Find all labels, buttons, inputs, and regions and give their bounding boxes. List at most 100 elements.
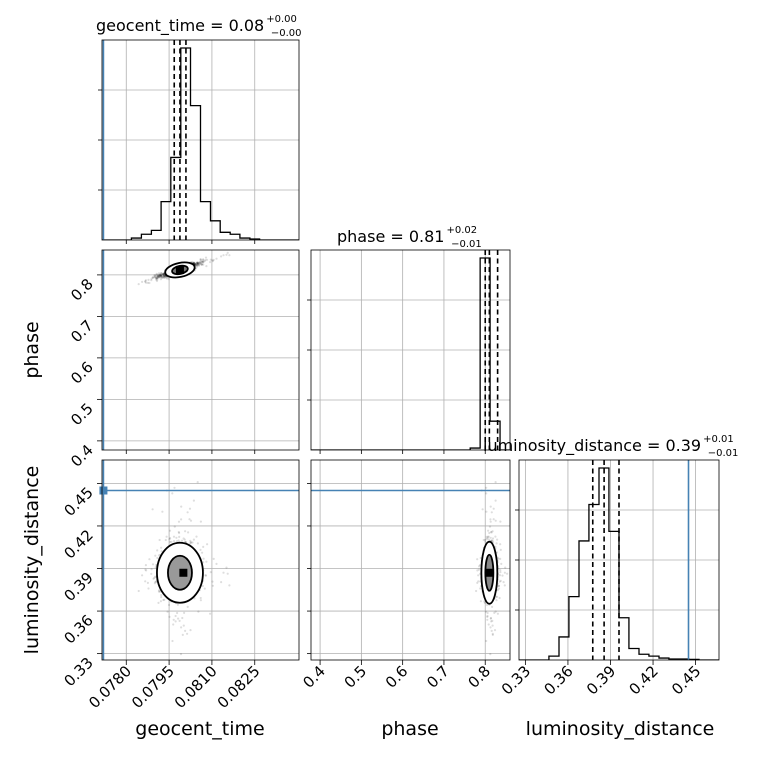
ylabel-phase: phase [21, 321, 43, 378]
sample-point [172, 535, 176, 538]
sample-point [167, 603, 171, 607]
sample-point [494, 545, 497, 549]
sample-point [195, 262, 198, 265]
sample-point [204, 256, 208, 259]
sample-point [159, 278, 162, 281]
sample-point [177, 617, 180, 620]
sample-point [194, 263, 197, 266]
sample-point [147, 587, 150, 590]
sample-point [503, 571, 506, 574]
sample-point [163, 598, 166, 601]
sample-point [148, 558, 151, 561]
sample-point [180, 539, 184, 542]
sample-point [190, 662, 192, 664]
sample-point [160, 277, 163, 280]
sample-point [220, 581, 223, 584]
sample-point [160, 550, 163, 553]
sample-point [209, 571, 212, 574]
sample-point [496, 589, 499, 592]
sample-point [177, 530, 180, 534]
sample-point [499, 579, 502, 583]
sample-point [491, 632, 494, 635]
sample-point [196, 481, 199, 484]
sample-point [498, 574, 502, 577]
sample-point [493, 611, 496, 615]
sample-point [155, 272, 158, 275]
sample-point [205, 560, 208, 563]
sample-point [195, 262, 199, 265]
sample-point [150, 277, 153, 280]
sample-point [477, 574, 480, 577]
sample-point [199, 262, 202, 265]
sample-point [181, 616, 184, 620]
x-tick-label: 0.6 [382, 662, 412, 692]
sample-point [159, 600, 162, 603]
sample-point [145, 569, 148, 572]
sample-point [200, 263, 203, 266]
sample-point [161, 276, 164, 279]
sample-point [150, 572, 153, 576]
sample-point [490, 620, 493, 623]
sample-point [151, 563, 155, 566]
sample-point [489, 536, 492, 539]
sample-point [154, 275, 157, 278]
sample-point [485, 639, 488, 643]
sample-point [499, 557, 502, 561]
sample-point [160, 275, 163, 278]
sample-point [226, 251, 229, 254]
sample-point [175, 540, 178, 543]
sample-point [488, 531, 491, 535]
sample-point [476, 558, 479, 561]
sample-point [494, 535, 497, 538]
sample-point [194, 263, 197, 266]
sample-point [157, 276, 161, 279]
sample-point [492, 507, 495, 510]
sample-point [163, 275, 166, 278]
sample-point [199, 599, 202, 602]
sample-point [202, 258, 205, 261]
x-tick-label: 0.7 [423, 662, 453, 692]
sample-point [494, 499, 497, 502]
sample-point [487, 529, 490, 532]
sample-point [225, 253, 228, 256]
sample-point [156, 549, 159, 552]
sample-point [491, 530, 494, 533]
sample-point [155, 279, 159, 283]
sample-point [484, 538, 487, 542]
sample-point [171, 639, 174, 643]
sample-point [165, 535, 168, 538]
sample-point [161, 510, 164, 513]
sample-point [487, 535, 490, 538]
sample-point [161, 274, 164, 277]
sample-point [211, 259, 214, 262]
sample-point [493, 629, 497, 632]
sample-point [196, 261, 199, 264]
sample-point [205, 265, 208, 268]
sample-point [172, 623, 175, 626]
sample-point [189, 541, 192, 544]
sample-point [150, 568, 153, 571]
sample-point [162, 274, 165, 277]
sample-point [196, 262, 199, 265]
ylabel-luminosity-distance: luminosity_distance [21, 466, 43, 655]
sample-point [154, 273, 157, 277]
sample-point [156, 275, 159, 278]
sample-point [479, 600, 482, 603]
sample-point [178, 619, 181, 623]
sample-point [176, 603, 179, 606]
sample-point [146, 581, 149, 585]
sample-point [487, 538, 491, 541]
sample-point [159, 274, 162, 277]
sample-point [163, 274, 166, 277]
sample-point [199, 259, 202, 262]
sample-point [190, 541, 193, 544]
sample-point [163, 276, 166, 279]
sample-point [177, 520, 181, 523]
sample-point [162, 272, 165, 276]
sample-point [483, 601, 486, 605]
y-tick-label: 0.45 [60, 484, 96, 520]
contour-peak [485, 568, 493, 577]
sample-point [503, 584, 506, 587]
sample-point [183, 538, 186, 541]
